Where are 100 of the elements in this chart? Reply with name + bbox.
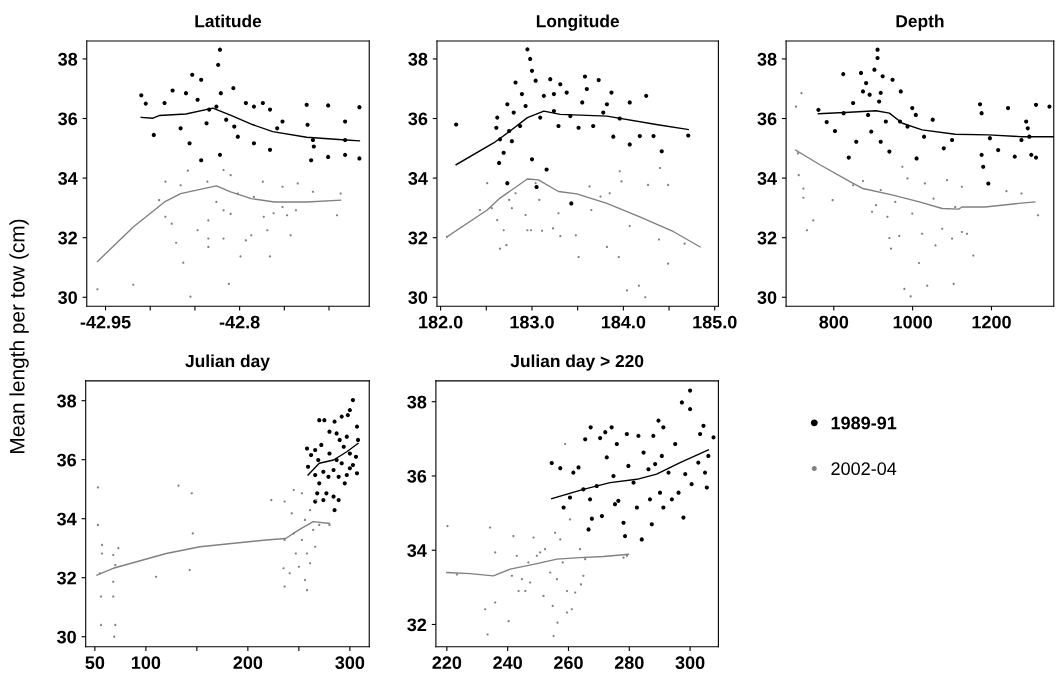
line-series bbox=[96, 185, 342, 263]
point bbox=[824, 120, 829, 125]
point bbox=[283, 500, 286, 503]
point bbox=[603, 430, 608, 435]
point bbox=[898, 234, 901, 237]
point bbox=[565, 589, 569, 593]
point bbox=[342, 481, 347, 486]
point bbox=[846, 155, 851, 160]
point bbox=[177, 484, 180, 487]
point bbox=[183, 91, 189, 96]
point bbox=[637, 134, 642, 139]
point bbox=[981, 164, 986, 169]
point bbox=[515, 554, 518, 557]
point bbox=[604, 102, 609, 107]
point bbox=[622, 534, 628, 539]
point bbox=[688, 388, 693, 393]
point bbox=[310, 137, 316, 143]
point bbox=[683, 472, 688, 477]
point bbox=[854, 139, 859, 144]
point bbox=[261, 180, 264, 183]
point bbox=[551, 604, 554, 608]
x-tick-label: -42.8 bbox=[219, 315, 260, 329]
y-tick-label: 36 bbox=[57, 453, 77, 467]
point bbox=[488, 526, 492, 529]
point bbox=[501, 150, 506, 155]
point bbox=[627, 100, 632, 105]
point bbox=[617, 255, 620, 259]
point bbox=[569, 201, 574, 206]
point bbox=[576, 465, 581, 470]
point bbox=[941, 146, 946, 151]
point bbox=[580, 100, 585, 105]
point bbox=[877, 99, 882, 104]
point bbox=[555, 578, 559, 581]
point bbox=[651, 433, 656, 438]
x-tick-label: 300 bbox=[335, 656, 365, 670]
point bbox=[523, 103, 528, 109]
point bbox=[641, 450, 646, 455]
point bbox=[239, 255, 242, 258]
point bbox=[979, 111, 984, 116]
point bbox=[683, 242, 686, 245]
point bbox=[350, 398, 356, 403]
point bbox=[611, 473, 616, 479]
point bbox=[324, 491, 329, 496]
point bbox=[894, 200, 897, 204]
point bbox=[497, 160, 502, 165]
point bbox=[529, 68, 535, 73]
point bbox=[232, 124, 237, 129]
point bbox=[945, 179, 949, 182]
point bbox=[170, 88, 175, 93]
point bbox=[581, 487, 586, 492]
point bbox=[344, 434, 349, 439]
line-series bbox=[446, 553, 630, 577]
point bbox=[508, 198, 511, 201]
line-series bbox=[446, 178, 701, 248]
point bbox=[305, 122, 310, 127]
point bbox=[534, 184, 539, 190]
point bbox=[336, 474, 341, 479]
y-tick-label: 34 bbox=[58, 172, 78, 185]
point bbox=[510, 207, 513, 210]
point bbox=[657, 490, 663, 495]
point bbox=[701, 423, 706, 428]
point bbox=[300, 492, 304, 495]
point bbox=[510, 574, 514, 577]
y-tick-label: 30 bbox=[57, 630, 76, 644]
y-tick-label: 30 bbox=[408, 291, 428, 305]
point bbox=[625, 289, 629, 292]
point bbox=[224, 117, 229, 122]
point bbox=[484, 608, 487, 611]
chart-title: Julian day bbox=[185, 354, 270, 371]
y-tick-label: 38 bbox=[57, 394, 77, 408]
point bbox=[921, 134, 927, 139]
point bbox=[557, 212, 560, 215]
point bbox=[486, 182, 489, 185]
point bbox=[543, 548, 547, 551]
point bbox=[527, 561, 530, 564]
point bbox=[532, 536, 535, 539]
x-tick-label: -42.95 bbox=[80, 315, 131, 329]
point bbox=[1019, 137, 1024, 143]
point bbox=[906, 177, 909, 180]
point bbox=[869, 129, 874, 134]
point bbox=[313, 472, 318, 478]
point bbox=[229, 174, 232, 177]
x-tick-label: 184.0 bbox=[601, 315, 646, 329]
line-series bbox=[794, 149, 1036, 210]
y-tick-label: 30 bbox=[757, 291, 777, 305]
point bbox=[816, 107, 821, 112]
point bbox=[932, 197, 935, 200]
point bbox=[112, 553, 115, 557]
point bbox=[350, 462, 356, 468]
point bbox=[805, 229, 809, 232]
point bbox=[529, 157, 535, 162]
point bbox=[297, 565, 300, 568]
point bbox=[533, 78, 538, 83]
point bbox=[316, 457, 321, 463]
point bbox=[357, 105, 362, 110]
point bbox=[636, 433, 641, 438]
point bbox=[262, 215, 265, 218]
legend-label: 1989-91 bbox=[831, 416, 897, 430]
point bbox=[100, 543, 104, 547]
point bbox=[624, 431, 629, 437]
